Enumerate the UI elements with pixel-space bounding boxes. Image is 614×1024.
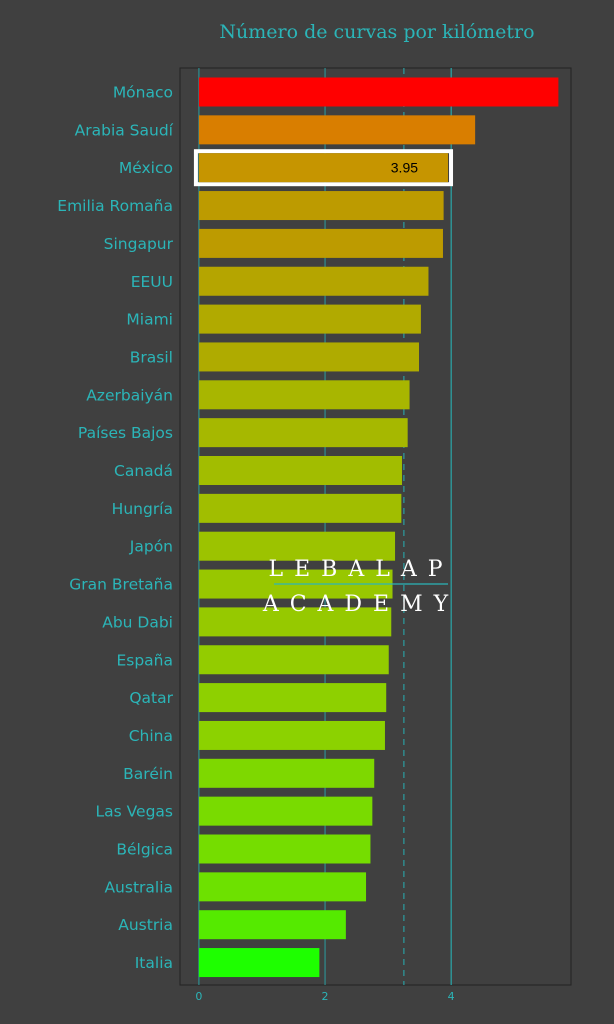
category-label: EEUU <box>131 273 173 291</box>
category-label: Canadá <box>114 462 173 480</box>
category-label: Baréin <box>123 765 173 783</box>
category-label: Bélgica <box>116 841 173 859</box>
category-label: Gran Bretaña <box>69 576 173 594</box>
bar-Austria <box>198 910 346 940</box>
plot-frame <box>179 67 572 986</box>
category-label: Miami <box>126 311 173 329</box>
bar-México <box>198 153 449 183</box>
category-label: Australia <box>104 878 173 896</box>
watermark-line2: ACADEMY <box>262 592 459 617</box>
x-tick-label: 4 <box>448 990 455 1003</box>
bar-Canadá <box>198 456 402 485</box>
category-label: Italia <box>135 954 173 972</box>
category-label: España <box>116 651 173 669</box>
category-label: China <box>129 727 173 745</box>
chart-title: Número de curvas por kilómetro <box>219 21 534 43</box>
bar-Japón <box>198 531 396 561</box>
bar-layer <box>193 77 559 978</box>
watermark: LEBALAP ACADEMY <box>262 557 459 617</box>
category-label: Qatar <box>129 689 173 707</box>
bar-Azerbaiyán <box>198 380 410 410</box>
category-label: Hungría <box>112 500 173 518</box>
category-label: Abu Dabi <box>102 613 173 631</box>
bar-China <box>198 720 385 750</box>
category-label: México <box>119 159 173 177</box>
bar-Mónaco <box>198 77 559 107</box>
data-label: 3.95 <box>391 160 418 176</box>
bar-Brasil <box>198 342 420 372</box>
category-label: Singapur <box>104 235 174 253</box>
x-tick-label: 2 <box>322 990 329 1003</box>
category-label: Azerbaiyán <box>86 386 173 404</box>
highlight-frame <box>193 149 454 187</box>
bar-Países Bajos <box>198 418 408 448</box>
bar-Hungría <box>198 493 402 523</box>
bar-EEUU <box>198 266 429 296</box>
bar-Singapur <box>198 228 443 258</box>
category-label: Emilia Romaña <box>57 197 173 215</box>
bar-Abu Dabi <box>198 607 392 637</box>
bar-Miami <box>198 304 421 334</box>
category-label: Mónaco <box>113 84 173 102</box>
category-label: Austria <box>118 916 173 934</box>
bar-Italia <box>198 948 320 978</box>
bar-Baréin <box>198 758 375 788</box>
bar-Arabia Saudí <box>198 115 476 145</box>
bar-España <box>198 645 389 675</box>
category-label: Países Bajos <box>78 424 173 442</box>
label-layer: 0 2 4 Mónaco Arabia Saudí México 3.95 Emilia Ro… <box>57 84 454 1004</box>
bar-Emilia Romaña <box>198 191 444 221</box>
category-label: Japón <box>129 538 173 556</box>
bar-Qatar <box>198 683 387 713</box>
category-label: Brasil <box>130 348 173 366</box>
bar-Australia <box>198 872 367 902</box>
watermark-line1: LEBALAP <box>268 557 453 582</box>
x-tick-label: 0 <box>195 990 202 1003</box>
bar-Bélgica <box>198 834 371 864</box>
bar-Las Vegas <box>198 796 373 826</box>
category-label: Arabia Saudí <box>75 121 174 139</box>
category-label: Las Vegas <box>96 803 174 821</box>
grid-layer <box>198 68 452 985</box>
